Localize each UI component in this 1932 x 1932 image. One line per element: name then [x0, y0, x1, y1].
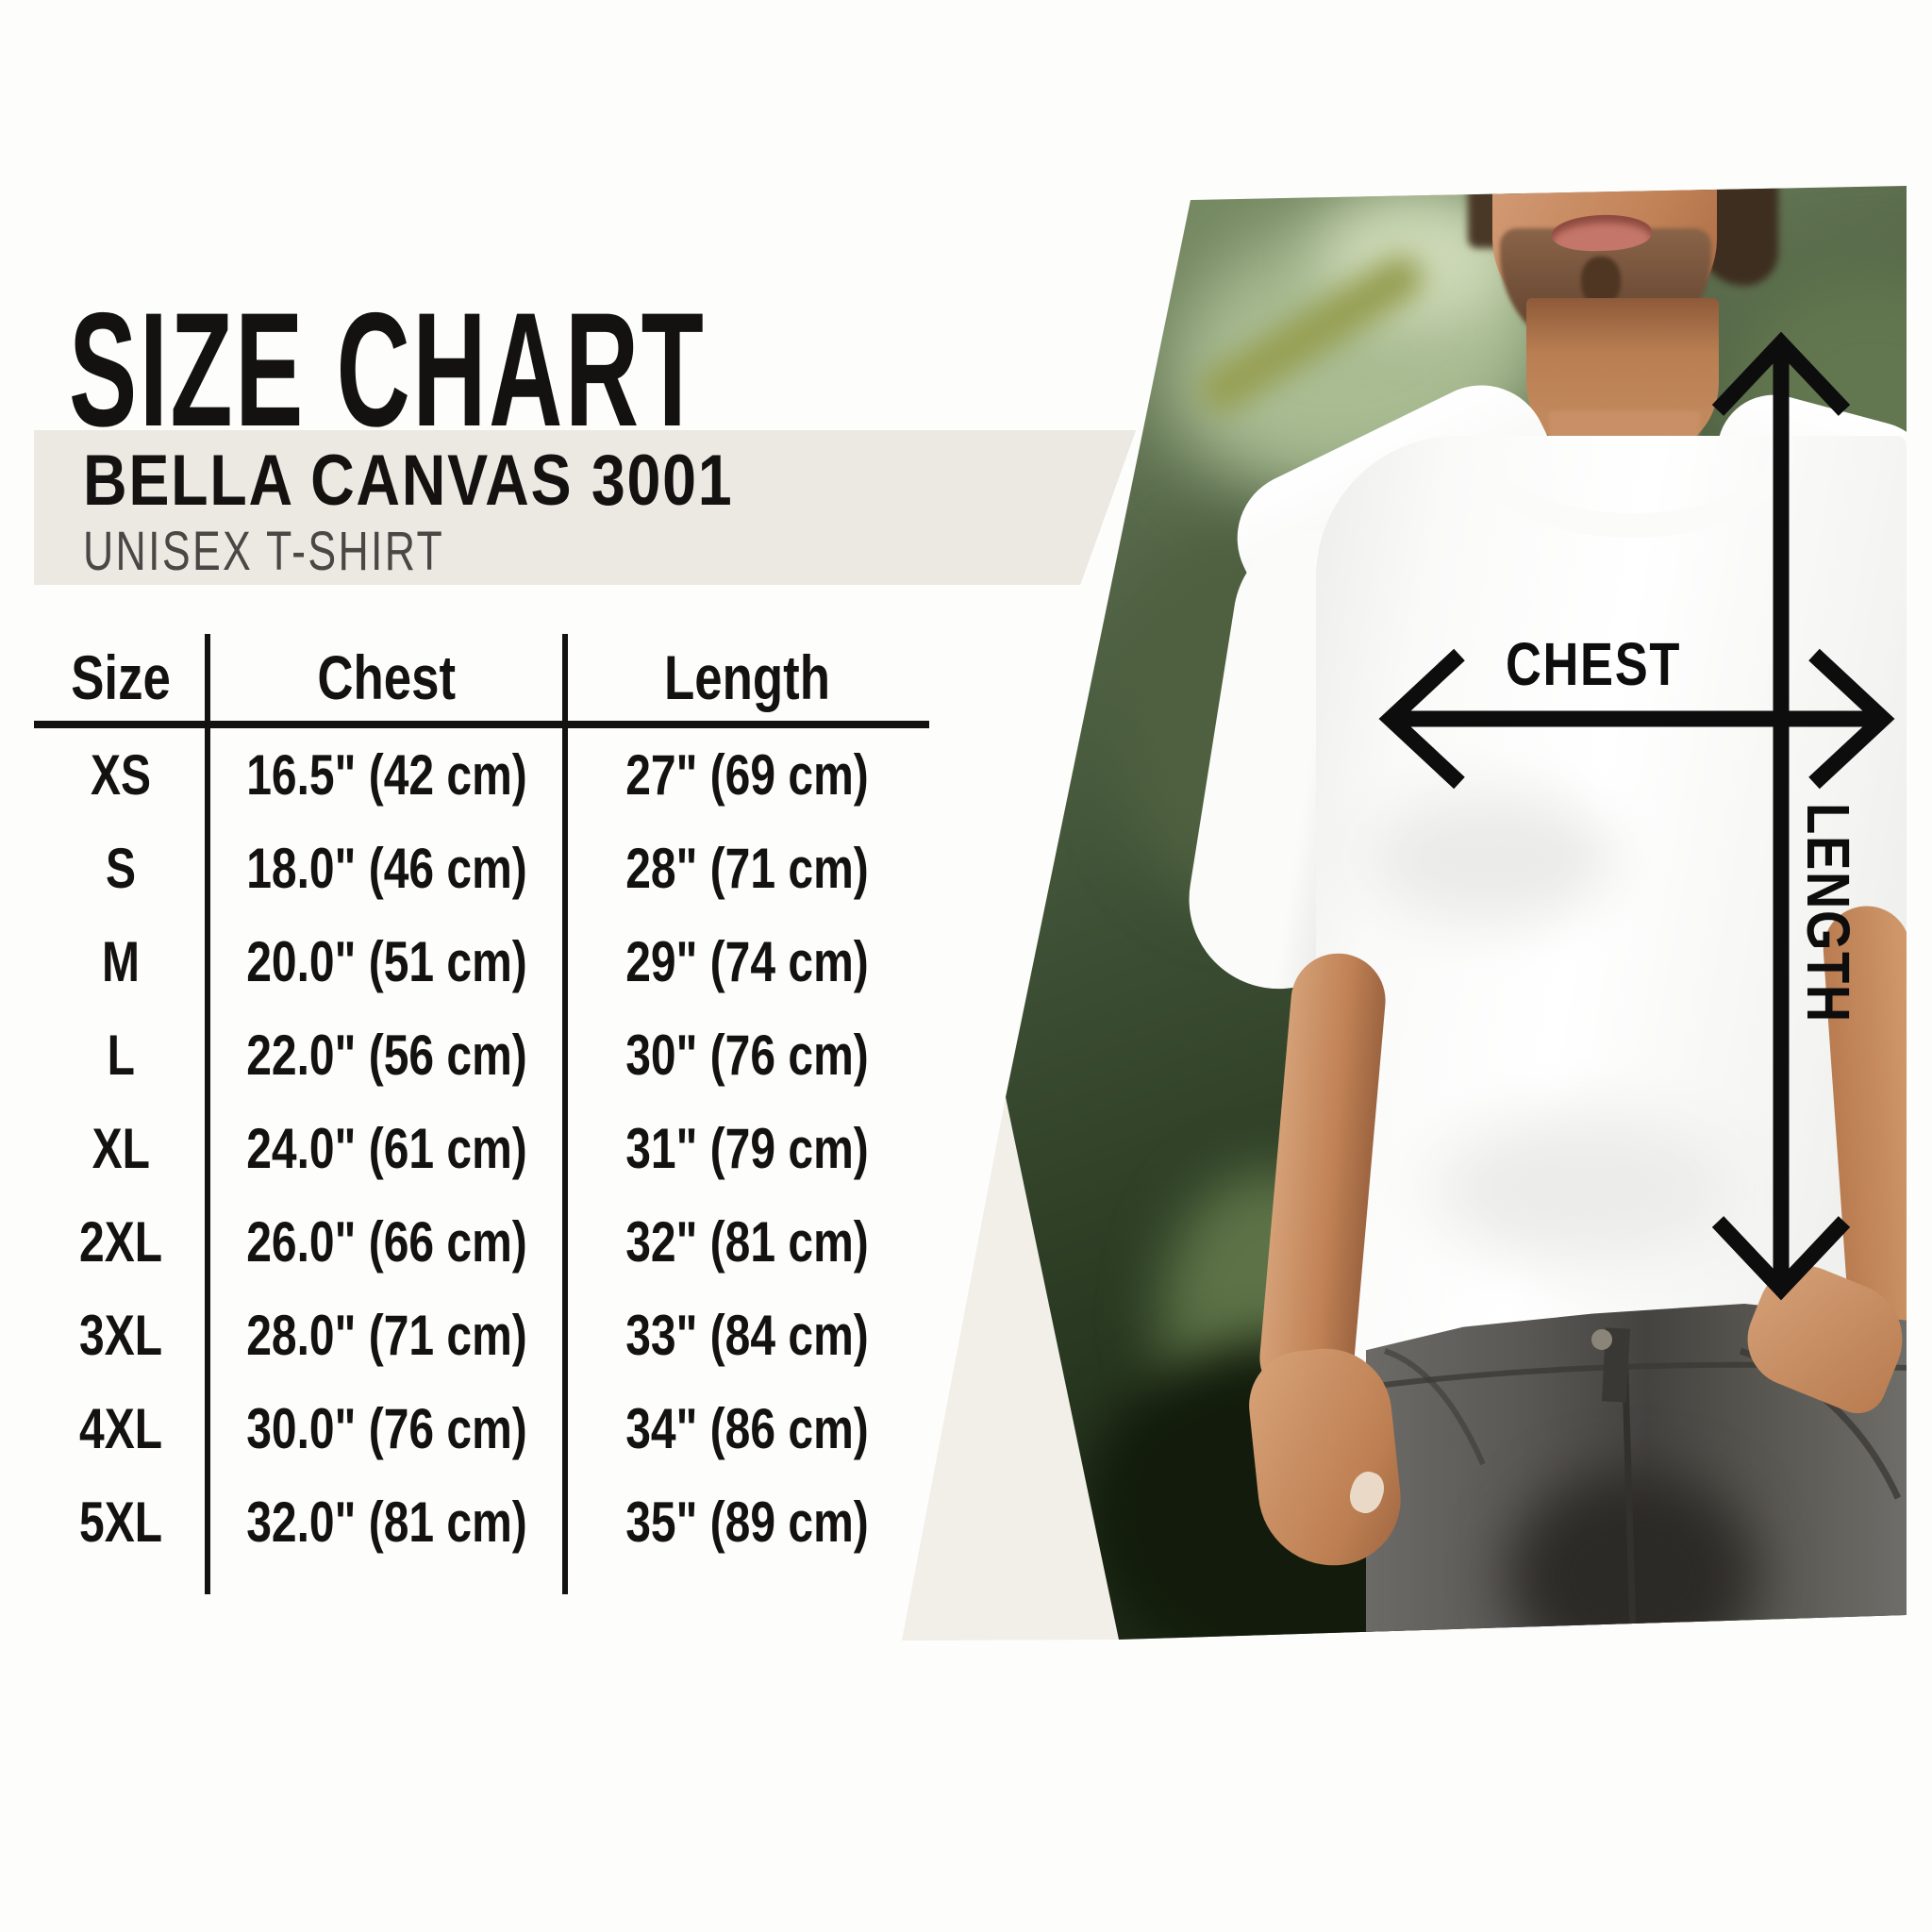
length-cell: 34" (86 cm)	[625, 1397, 869, 1460]
product-type: UNISEX T-SHIRT	[83, 521, 445, 582]
chest-cell: 20.0" (51 cm)	[245, 930, 527, 993]
length-cell: 30" (76 cm)	[625, 1024, 869, 1087]
model-chin-patch	[1581, 257, 1621, 306]
length-cell: 32" (81 cm)	[625, 1210, 869, 1274]
size-cell: 2XL	[78, 1210, 163, 1274]
table-column-divider	[562, 634, 568, 1594]
column-header-size: Size	[71, 642, 171, 712]
length-cell: 28" (71 cm)	[625, 837, 869, 900]
length-measure-label: LENGTH	[1794, 803, 1862, 1024]
product-banner: BELLA CANVAS 3001 UNISEX T-SHIRT	[34, 430, 1137, 585]
chest-cell: 16.5" (42 cm)	[245, 743, 527, 807]
size-cell: M	[101, 930, 140, 993]
chest-cell: 26.0" (66 cm)	[245, 1210, 527, 1274]
length-cell: 31" (79 cm)	[625, 1117, 869, 1180]
size-table: Size Chest Length XS 16.5" (42 cm) 27" (…	[34, 634, 929, 1594]
chest-cell: 22.0" (56 cm)	[245, 1024, 527, 1087]
column-header-chest: Chest	[317, 642, 456, 712]
size-cell: 4XL	[78, 1397, 163, 1460]
length-cell: 27" (69 cm)	[625, 743, 869, 807]
column-header-length: Length	[664, 642, 830, 712]
table-body: XS 16.5" (42 cm) 27" (69 cm) S 18.0" (46…	[34, 728, 929, 1569]
size-cell: L	[107, 1024, 135, 1087]
length-cell: 29" (74 cm)	[625, 930, 869, 993]
length-cell: 35" (89 cm)	[625, 1491, 869, 1554]
size-cell: 5XL	[78, 1491, 163, 1554]
size-cell: 3XL	[78, 1304, 163, 1367]
length-cell: 33" (84 cm)	[625, 1304, 869, 1367]
tshirt-wrinkle	[1368, 792, 1613, 924]
chest-measure-label: CHEST	[1505, 630, 1682, 698]
chest-cell: 24.0" (61 cm)	[245, 1117, 527, 1180]
table-column-divider	[205, 634, 210, 1594]
table-header-rule	[34, 721, 929, 728]
size-cell: XS	[90, 743, 152, 807]
chest-cell: 30.0" (76 cm)	[245, 1397, 527, 1460]
chest-cell: 32.0" (81 cm)	[245, 1491, 527, 1554]
chest-cell: 18.0" (46 cm)	[245, 837, 527, 900]
jeans-shadow	[1509, 1472, 1755, 1640]
page-title: SIZE CHART	[69, 279, 707, 460]
tshirt-wrinkle	[1434, 1113, 1736, 1264]
size-cell: S	[105, 837, 137, 900]
product-name: BELLA CANVAS 3001	[83, 441, 734, 521]
size-cell: XL	[92, 1117, 150, 1180]
chest-cell: 28.0" (71 cm)	[245, 1304, 527, 1367]
table-header-row: Size Chest Length	[34, 634, 929, 721]
